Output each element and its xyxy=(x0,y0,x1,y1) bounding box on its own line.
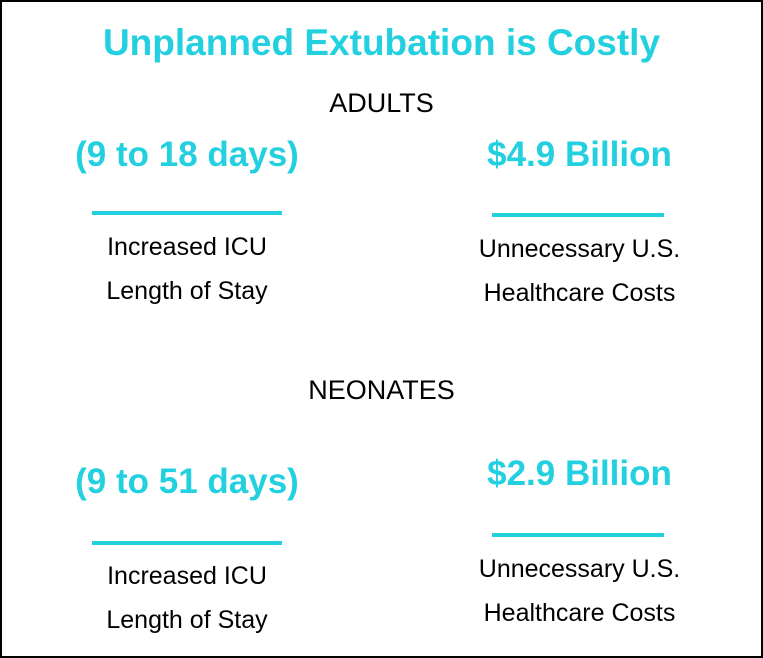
neonates-cost-description: Unnecessary U.S. Healthcare Costs xyxy=(447,547,712,635)
adults-cost-desc-line1: Unnecessary U.S. xyxy=(478,235,681,263)
neonates-cost-desc-line1: Unnecessary U.S. xyxy=(478,555,681,583)
neonates-icu-stay-description: Increased ICU Length of Stay xyxy=(62,554,312,642)
adults-cost-divider xyxy=(492,213,664,217)
adults-cost-value: $4.9 Billion xyxy=(487,135,672,174)
neonates-cost-divider xyxy=(492,533,664,537)
slide-title: Unplanned Extubation is Costly xyxy=(102,22,661,63)
neonates-cost-desc-line2: Healthcare Costs xyxy=(483,599,676,627)
neonates-icu-stay-desc-line2: Length of Stay xyxy=(106,606,268,634)
section-heading-adults: ADULTS xyxy=(329,88,434,118)
adults-icu-stay-value: (9 to 18 days) xyxy=(75,135,299,174)
neonates-cost-value: $2.9 Billion xyxy=(487,454,672,493)
neonates-icu-stay-divider xyxy=(92,541,282,545)
neonates-icu-stay-value: (9 to 51 days) xyxy=(75,462,299,501)
adults-cost-description: Unnecessary U.S. Healthcare Costs xyxy=(447,227,712,315)
adults-icu-stay-desc-line2: Length of Stay xyxy=(106,277,268,305)
adults-icu-stay-description: Increased ICU Length of Stay xyxy=(62,225,312,313)
adults-icu-stay-divider xyxy=(92,211,282,215)
section-heading-neonates: NEONATES xyxy=(308,375,455,405)
neonates-icu-stay-desc-line1: Increased ICU xyxy=(107,562,267,590)
adults-icu-stay-desc-line1: Increased ICU xyxy=(107,233,267,261)
adults-cost-desc-line2: Healthcare Costs xyxy=(483,279,676,307)
